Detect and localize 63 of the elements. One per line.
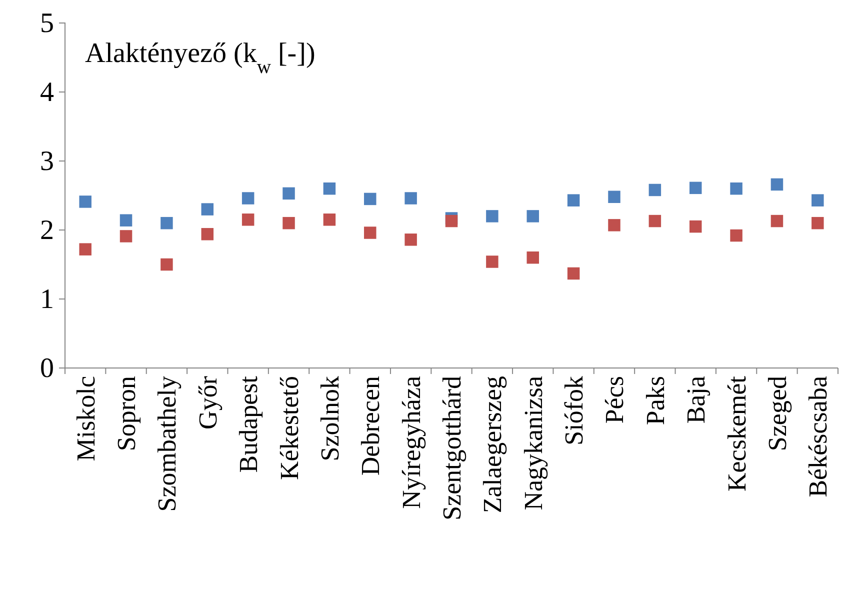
x-tick-label: Szolnok — [315, 376, 344, 462]
point — [770, 214, 784, 228]
point — [79, 243, 92, 256]
point — [730, 182, 742, 195]
x-tick-label: Budapest — [234, 375, 264, 473]
x-tick-label: Sopron — [112, 376, 142, 452]
point — [201, 228, 214, 240]
point — [648, 214, 662, 228]
point — [404, 234, 417, 246]
point — [486, 210, 498, 222]
point — [79, 196, 92, 208]
point — [689, 182, 702, 194]
x-tick-label: Nyíregyháza — [396, 376, 426, 509]
x-tick-label: Siófok — [560, 376, 589, 446]
point — [445, 214, 458, 228]
point — [526, 210, 539, 222]
x-tick-label: Kecskemét — [722, 375, 752, 492]
point — [282, 216, 295, 230]
point — [120, 230, 132, 242]
x-tick-label: Békéscsaba — [804, 376, 833, 498]
x-tick-label: Baja — [682, 376, 711, 424]
y-tick-label: 3 — [40, 146, 54, 177]
point — [608, 190, 620, 204]
point — [242, 192, 254, 204]
point — [486, 256, 498, 268]
y-tick-label: 2 — [40, 214, 54, 246]
point — [770, 178, 784, 191]
point — [648, 184, 662, 196]
point — [323, 214, 336, 226]
point — [812, 194, 824, 206]
point — [364, 192, 376, 206]
x-tick-label: Paks — [640, 376, 670, 426]
point — [201, 203, 214, 216]
x-tick-label: Szentgotthárd — [438, 376, 466, 520]
point — [608, 219, 620, 232]
point — [160, 258, 173, 271]
x-tick-label: Pécs — [600, 376, 630, 424]
point — [689, 220, 702, 233]
point — [364, 226, 376, 239]
point — [730, 229, 742, 242]
x-tick-label: Zalaegerszeg — [478, 376, 508, 514]
point — [567, 267, 580, 280]
y-tick-label: 1 — [40, 284, 54, 315]
point — [120, 214, 132, 226]
point — [323, 182, 336, 195]
point — [812, 216, 824, 230]
x-tick-label: Nagykanizsa — [518, 376, 548, 510]
x-tick-label: Szeged — [762, 376, 792, 452]
point — [567, 194, 580, 206]
x-tick-label: Kékestető — [274, 376, 304, 480]
point — [160, 216, 173, 230]
text: Alaktényező (k$_{w}$ [-]) — [85, 38, 316, 78]
x-tick-label: Szombathely — [152, 376, 182, 512]
point — [526, 251, 539, 264]
y-tick-label: 4 — [40, 76, 54, 108]
x-tick-label: Győr — [193, 376, 222, 430]
x-tick-label: Debrecen — [356, 376, 386, 476]
y-tick-label: 5 — [40, 8, 54, 39]
point — [404, 192, 417, 204]
x-tick-label: Miskolc — [71, 376, 100, 462]
point — [242, 214, 254, 226]
point — [282, 187, 295, 200]
y-tick-label: 0 — [40, 352, 54, 384]
